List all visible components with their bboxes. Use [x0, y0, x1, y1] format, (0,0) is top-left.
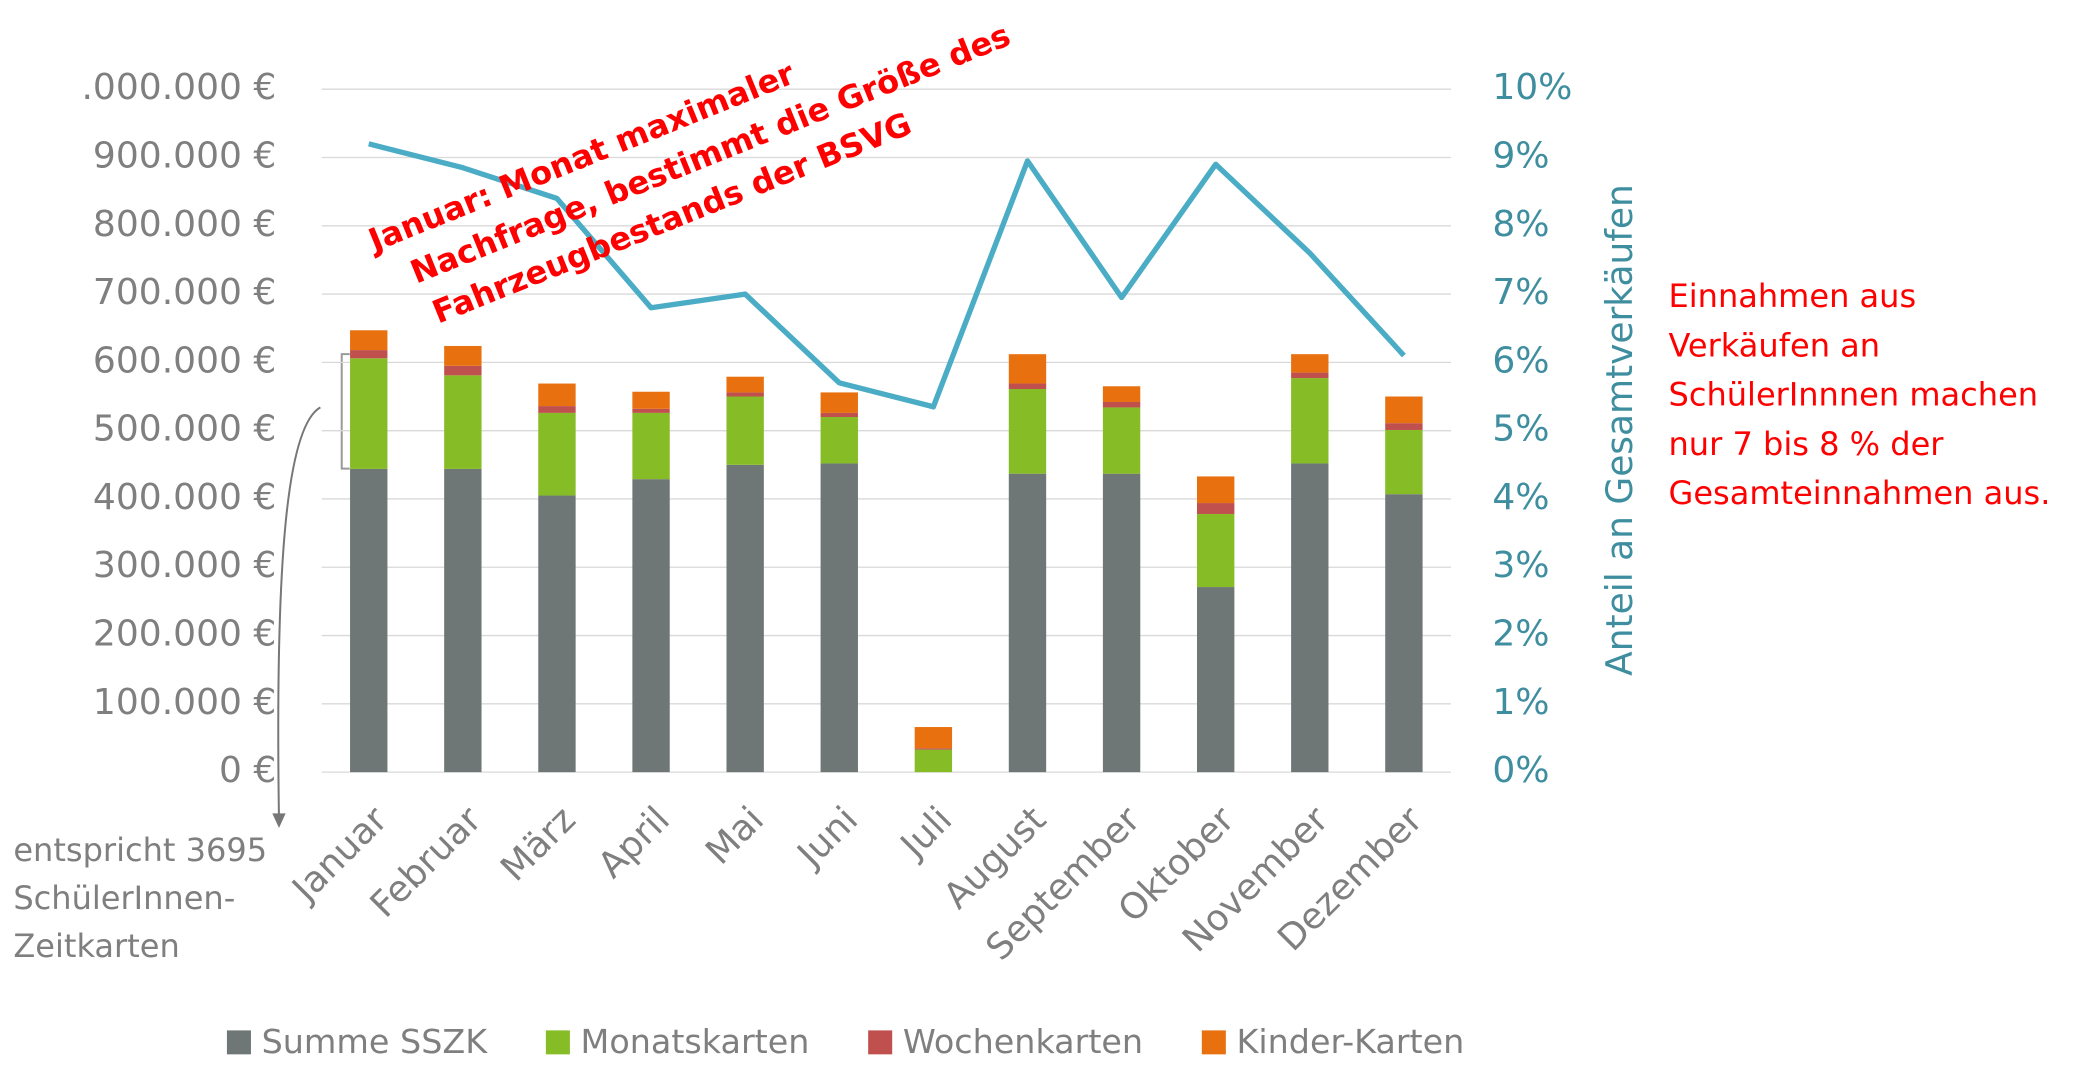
bar-segment [726, 464, 764, 773]
bar-segment [632, 391, 670, 409]
legend-swatch [226, 1030, 251, 1055]
y2-tick-label: 9% [1492, 136, 1549, 177]
legend-label: Monatskarten [581, 1022, 810, 1061]
y-tick-label: 400.000 € [93, 477, 276, 518]
bar-segment [1291, 372, 1329, 379]
y-tick-label: 0 € [219, 750, 276, 791]
x-tick-label: März [493, 799, 583, 889]
y-tick-label: 500.000 € [93, 409, 276, 450]
legend-label: Wochenkarten [903, 1022, 1143, 1061]
bar-segment [632, 408, 670, 413]
bar-segment [632, 412, 670, 480]
bar-segment [1008, 473, 1047, 773]
bar-segment [1385, 423, 1423, 430]
bar-segment [726, 396, 764, 465]
legend-swatch [868, 1030, 893, 1055]
y-tick-label: 100.000 € [93, 682, 276, 723]
note-line: SchülerInnen- [13, 879, 235, 917]
y2-tick-label: 5% [1492, 409, 1549, 450]
y2-tick-label: 6% [1492, 340, 1549, 381]
bar-segment [350, 358, 388, 469]
y2-tick-label: 0% [1492, 750, 1549, 791]
y2-tick-label: 10% [1492, 67, 1572, 108]
legend-swatch [1201, 1030, 1226, 1055]
note-line: Zeitkarten [13, 927, 179, 965]
bar-segment [1385, 396, 1423, 424]
bar-segment [350, 350, 388, 359]
y-tick-label: 700.000 € [93, 272, 276, 313]
y-tick-label: .000.000 € [81, 67, 276, 108]
y2-tick-label: 2% [1492, 614, 1549, 655]
bar-segment [1197, 503, 1235, 514]
bar-segment [820, 392, 858, 413]
bar-segment [444, 468, 482, 773]
bracket [340, 353, 350, 470]
legend-swatch [545, 1030, 570, 1055]
bar-segment [1008, 383, 1047, 390]
y-tick-label: 800.000 € [93, 204, 276, 245]
bar-segment [1291, 354, 1329, 373]
bar-segment [350, 330, 388, 351]
bar-segment [1008, 389, 1047, 474]
legend-label: Kinder-Karten [1237, 1022, 1465, 1061]
y-tick-label: 600.000 € [93, 340, 276, 381]
bar-segment [1291, 378, 1329, 464]
bar-segment [1197, 513, 1235, 588]
arrow [277, 406, 321, 819]
x-tick-label: Mai [698, 799, 772, 873]
bar-segment [538, 412, 576, 496]
bar-segment [820, 417, 858, 464]
x-tick-label: Juli [892, 799, 960, 867]
note-line: Einnahmen aus [1669, 277, 1917, 315]
y2-axis-label: Anteil an Gesamtverkäufen [1600, 184, 1641, 676]
bar-segment [1102, 407, 1141, 474]
bar-segment [914, 749, 953, 773]
bar-segment [1385, 494, 1423, 773]
bar-segment [1197, 476, 1235, 504]
bar-segment [1385, 429, 1423, 495]
bar-segment [1102, 401, 1141, 408]
bar-segment [444, 375, 482, 469]
y2-tick-label: 7% [1492, 272, 1549, 313]
bar-segment [538, 383, 576, 407]
bar-segment [538, 495, 576, 773]
note-line: entspricht 3695 [13, 831, 267, 869]
note-line: SchülerInnnen machen [1669, 376, 2039, 414]
bar-segment [914, 748, 953, 750]
arrow-head [272, 813, 286, 829]
bar-segment [1102, 386, 1141, 402]
y2-tick-label: 4% [1492, 477, 1549, 518]
bar-segment [444, 365, 482, 376]
bar-segment [726, 392, 764, 397]
bar-segment [1008, 354, 1047, 384]
bar-segment [1197, 587, 1235, 773]
legend-label: Summe SSZK [262, 1022, 489, 1061]
x-tick-label: April [591, 799, 678, 886]
bar-segment [820, 463, 858, 773]
bar-segment [350, 468, 388, 773]
bar-segment [820, 412, 858, 418]
bar-segment [914, 727, 953, 749]
note-line: Nachfrage, bestimmt die Größe des [405, 16, 1016, 291]
bar-segment [538, 406, 576, 413]
bar-segment [1102, 473, 1141, 773]
bar-segment [444, 345, 482, 366]
y2-tick-label: 3% [1492, 545, 1549, 586]
y-tick-label: 200.000 € [93, 614, 276, 655]
bar-segment [1291, 463, 1329, 773]
note-line: Verkäufen an [1669, 326, 1881, 364]
y-tick-label: 300.000 € [93, 545, 276, 586]
note-line: Gesamteinnahmen aus. [1669, 474, 2051, 512]
line [368, 141, 1406, 410]
bar-segment [632, 479, 670, 773]
bar-segment [726, 376, 764, 393]
y2-tick-label: 1% [1492, 682, 1549, 723]
y-tick-label: 900.000 € [93, 136, 276, 177]
y2-tick-label: 8% [1492, 204, 1549, 245]
note-line: nur 7 bis 8 % der [1669, 425, 1945, 463]
x-tick-label: Juni [789, 799, 866, 876]
